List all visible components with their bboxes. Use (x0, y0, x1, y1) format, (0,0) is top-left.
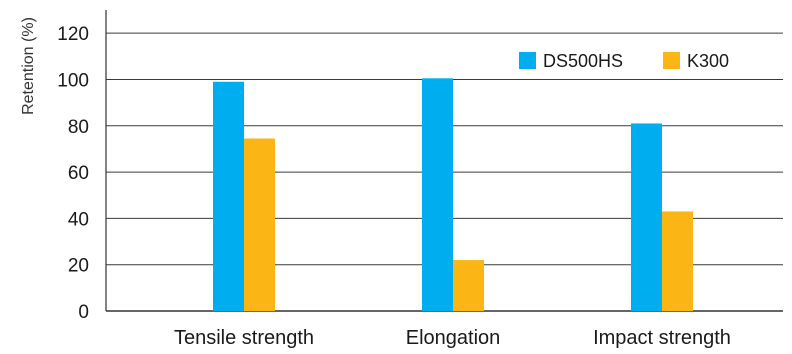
bar-k300-tensile-strength (244, 138, 275, 311)
x-category-label: Elongation (406, 327, 501, 349)
bar-ds500hs-elongation (422, 78, 453, 311)
legend: DS500HS K300 (519, 51, 729, 71)
y-tick-label-60: 60 (68, 163, 89, 184)
y-tick-label-100: 100 (57, 70, 89, 91)
bar-ds500hs-tensile-strength (213, 81, 244, 312)
legend-swatch-ds500hs (519, 52, 536, 69)
bar-k300-elongation (453, 260, 484, 311)
legend-swatch-k300 (663, 52, 680, 69)
y-tick-label-20: 20 (68, 256, 89, 277)
bars (213, 78, 693, 312)
legend-label-ds500hs: DS500HS (543, 51, 623, 71)
bar-ds500hs-impact-strength (631, 123, 662, 311)
x-category-label: Impact strength (593, 327, 731, 349)
bar-k300-impact-strength (662, 211, 693, 311)
y-tick-label-0: 0 (78, 302, 89, 323)
y-tick-label-120: 120 (57, 24, 89, 45)
y-tick-label-40: 40 (68, 209, 89, 230)
x-category-labels: Tensile strength Elongation Impact strengt… (174, 327, 731, 349)
x-category-label: Tensile strength (174, 327, 314, 349)
y-tick-label-80: 80 (68, 117, 89, 138)
y-axis-title: Retention (%) (20, 17, 37, 115)
y-tick-labels: 0 20 40 60 80 100 120 (57, 24, 89, 323)
legend-label-k300: K300 (687, 51, 729, 71)
